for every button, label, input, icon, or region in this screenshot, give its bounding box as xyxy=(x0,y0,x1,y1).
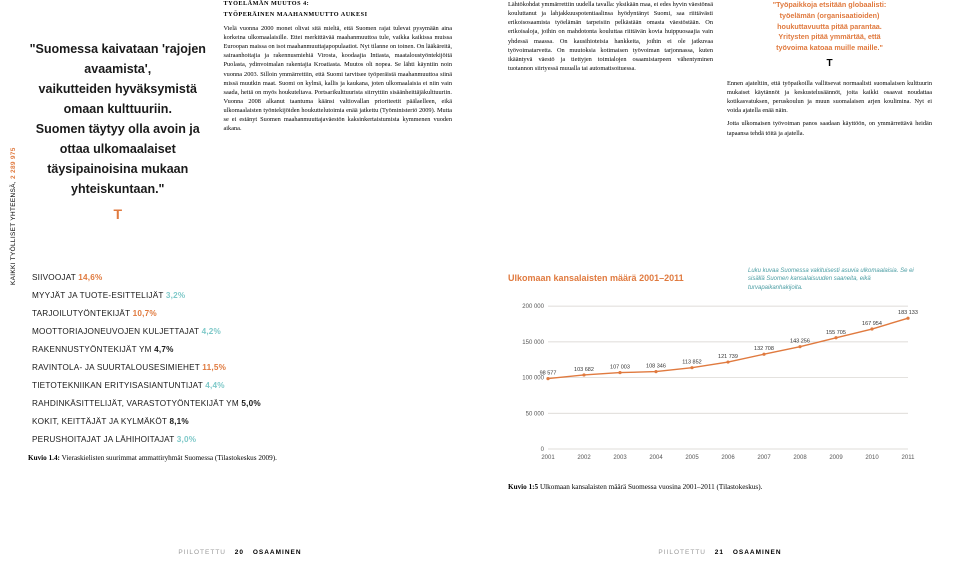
svg-text:108 346: 108 346 xyxy=(646,364,666,370)
occupation-label: RAHDINKÄSITTELIJÄT, VARASTOTYÖNTEKIJÄT Y… xyxy=(32,399,241,408)
figure-caption-left: Kuvio 1.4: Vieraskielisten suurimmat amm… xyxy=(28,454,452,462)
left-page: "Suomessa kaivataan 'rajojen avaamista',… xyxy=(0,0,480,566)
occupation-row: KOKIT, KEITTÄJÄT JA KYLMÄKÖT 8,1% xyxy=(32,417,452,426)
svg-text:2007: 2007 xyxy=(757,455,771,461)
occupation-label: MOOTTORIAJONEUVOJEN KULJETTAJAT xyxy=(32,327,202,336)
chart-note: Luku kuvaa Suomessa vakituisesti asuvia … xyxy=(748,267,918,292)
svg-text:143 256: 143 256 xyxy=(790,339,810,345)
svg-text:2001: 2001 xyxy=(541,455,555,461)
svg-text:2011: 2011 xyxy=(902,455,916,461)
occupation-label: RAKENNUSTYÖNTEKIJÄT YM xyxy=(32,345,154,354)
article-heading: TYÖPERÄINEN MAAHANMUUTTO AUKESI xyxy=(224,11,452,20)
right-page: Lähtökohdat ymmärrettiin uudella tavalla… xyxy=(480,0,960,566)
svg-text:183 133: 183 133 xyxy=(898,310,918,316)
occupation-value: 14,6% xyxy=(78,273,102,282)
svg-text:2008: 2008 xyxy=(793,455,807,461)
svg-text:103 682: 103 682 xyxy=(574,367,594,373)
article-para: Ennen ajateltiin, että työpaikoilla vall… xyxy=(727,79,932,116)
page-footer-left: PIILOTETTU 20 OSAAMINEN xyxy=(0,549,480,556)
article-column-2: Lähtökohdat ymmärrettiin uudella tavalla… xyxy=(508,0,932,265)
article-para: Vielä vuonna 2000 monet olivat sitä miel… xyxy=(224,24,452,134)
svg-text:2002: 2002 xyxy=(577,455,591,461)
svg-text:2010: 2010 xyxy=(865,455,879,461)
page-footer-right: PIILOTETTU 21 OSAAMINEN xyxy=(480,549,960,556)
article-column-1: TYÖELÄMÄN MUUTOS 4: TYÖPERÄINEN MAAHANMU… xyxy=(224,0,452,265)
occupation-label: RAVINTOLA- JA SUURTALOUSESIMIEHET xyxy=(32,363,202,372)
svg-text:167 954: 167 954 xyxy=(862,321,882,327)
quote-mark: T xyxy=(28,203,208,225)
occupation-row: PERUSHOITAJAT JA LÄHIHOITAJAT 3,0% xyxy=(32,435,452,444)
figure-caption-right: Kuvio 1:5 Ulkomaan kansalaisten määrä Su… xyxy=(508,483,932,491)
occupation-value: 5,0% xyxy=(241,399,260,408)
svg-text:2003: 2003 xyxy=(613,455,627,461)
svg-text:150 000: 150 000 xyxy=(522,340,544,346)
svg-text:2004: 2004 xyxy=(649,455,663,461)
chart-svg: 050 000100 000150 000200 000200120022003… xyxy=(508,289,926,467)
occupation-label: SIIVOOJAT xyxy=(32,273,78,282)
svg-text:121 739: 121 739 xyxy=(718,354,738,360)
occupation-value: 3,0% xyxy=(177,435,196,444)
pull-quote-right: "Työpaikkoja etsitään globaalisti: työel… xyxy=(727,0,932,71)
occupation-label: KOKIT, KEITTÄJÄT JA KYLMÄKÖT xyxy=(32,417,169,426)
occupation-row: TARJOILUTYÖNTEKIJÄT 10,7% xyxy=(32,309,452,318)
occupation-row: TIETOTEKNIIKAN ERITYISASIANTUNTIJAT 4,4% xyxy=(32,381,452,390)
occupation-value: 8,1% xyxy=(169,417,188,426)
occupation-value: 4,7% xyxy=(154,345,173,354)
svg-text:113 852: 113 852 xyxy=(682,360,701,366)
occupation-list: SIIVOOJAT 14,6% MYYJÄT JA TUOTE-ESITTELIJ… xyxy=(28,265,452,444)
occupation-value: 3,2% xyxy=(166,291,185,300)
occupation-label: PERUSHOITAJAT JA LÄHIHOITAJAT xyxy=(32,435,177,444)
svg-text:200 000: 200 000 xyxy=(522,304,544,310)
line-chart: Ulkomaan kansalaisten määrä 2001–2011 Lu… xyxy=(508,273,926,473)
quote-line: vaikutteiden hyväksymistä omaan kulttuur… xyxy=(28,79,208,119)
occupation-value: 4,4% xyxy=(205,381,224,390)
occupation-row: RAVINTOLA- JA SUURTALOUSESIMIEHET 11,5% xyxy=(32,363,452,372)
svg-text:2005: 2005 xyxy=(685,455,699,461)
occupation-label: TIETOTEKNIIKAN ERITYISASIANTUNTIJAT xyxy=(32,381,205,390)
article-para: Jotta ulkomaisen työvoiman panos saadaan… xyxy=(727,119,932,137)
svg-text:50 000: 50 000 xyxy=(526,411,545,417)
svg-text:132 708: 132 708 xyxy=(754,346,774,352)
quote-line: "Suomessa kaivataan 'rajojen avaamista', xyxy=(28,39,208,79)
article-para: Lähtökohdat ymmärrettiin uudella tavalla… xyxy=(508,0,713,73)
svg-text:107 003: 107 003 xyxy=(610,365,630,371)
occupation-value: 10,7% xyxy=(133,309,157,318)
svg-text:0: 0 xyxy=(541,447,545,453)
svg-text:2006: 2006 xyxy=(721,455,735,461)
pull-quote-left: "Suomessa kaivataan 'rajojen avaamista',… xyxy=(28,0,208,265)
occupation-value: 11,5% xyxy=(202,363,226,372)
occupation-value: 4,2% xyxy=(202,327,221,336)
occupation-row: MOOTTORIAJONEUVOJEN KULJETTAJAT 4,2% xyxy=(32,327,452,336)
occupation-label: TARJOILUTYÖNTEKIJÄT xyxy=(32,309,133,318)
occupation-row: SIIVOOJAT 14,6% xyxy=(32,273,452,282)
svg-text:98 577: 98 577 xyxy=(540,371,557,377)
svg-text:2009: 2009 xyxy=(829,455,843,461)
occupation-row: MYYJÄT JA TUOTE-ESITTELIJÄT 3,2% xyxy=(32,291,452,300)
occupation-row: RAHDINKÄSITTELIJÄT, VARASTOTYÖNTEKIJÄT Y… xyxy=(32,399,452,408)
svg-text:155 705: 155 705 xyxy=(826,330,846,336)
side-label: KAIKKI TYÖLLISET YHTEENSÄ, 2 289 975 xyxy=(10,147,17,285)
occupation-label: MYYJÄT JA TUOTE-ESITTELIJÄT xyxy=(32,291,166,300)
article-overline: TYÖELÄMÄN MUUTOS 4: xyxy=(224,0,452,9)
occupation-row: RAKENNUSTYÖNTEKIJÄT YM 4,7% xyxy=(32,345,452,354)
quote-line: Suomen täytyy olla avoin ja ottaa ulkoma… xyxy=(28,119,208,159)
quote-line: täysipainoisina mukaan yhteiskuntaan." xyxy=(28,159,208,199)
